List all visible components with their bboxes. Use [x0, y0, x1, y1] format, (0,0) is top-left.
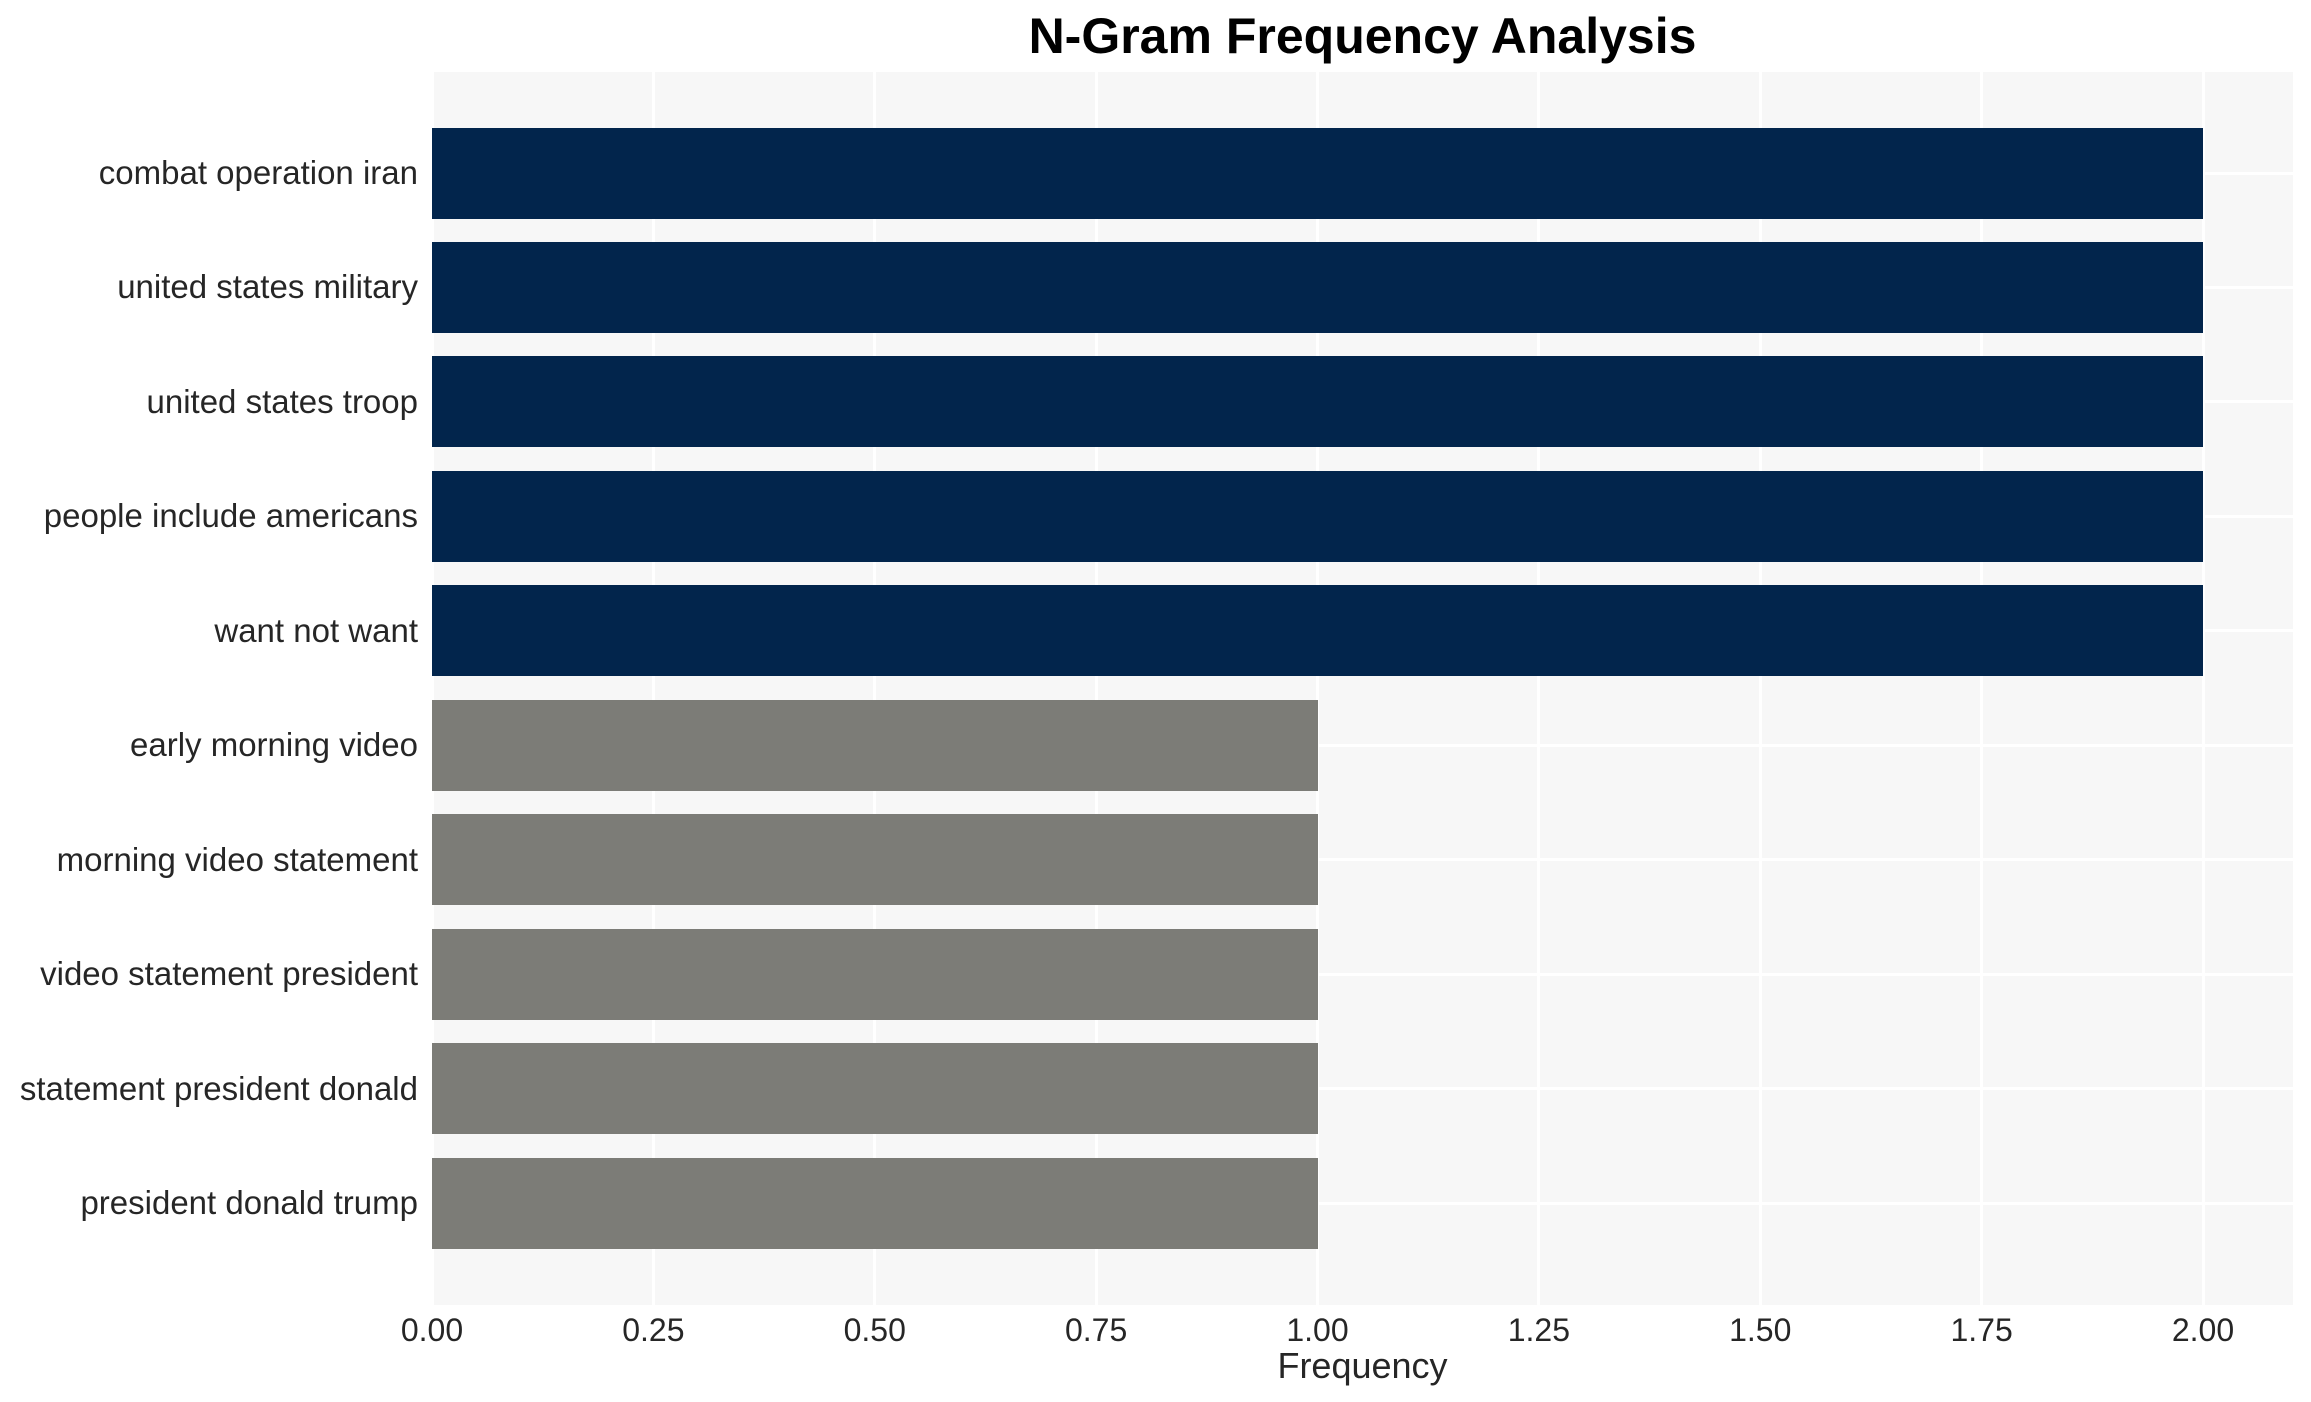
bar	[432, 814, 1318, 906]
y-axis-label: combat operation iran	[98, 154, 418, 191]
x-axis-tick-label: 1.50	[1729, 1312, 1792, 1348]
x-axis-tick-label: 1.00	[1286, 1312, 1349, 1348]
x-axis-tick-label: 2.00	[2171, 1312, 2235, 1348]
x-axis-title: Frequency	[1277, 1345, 1448, 1386]
gridline-horizontal	[432, 1201, 2293, 1205]
gridline-vertical	[1094, 72, 1098, 1305]
y-axis-label: united states military	[117, 268, 418, 306]
bar	[432, 470, 2203, 562]
plot-area	[432, 72, 2293, 1305]
y-axis-label: people include americans	[43, 497, 418, 535]
x-axis-tick-label: 0.00	[400, 1312, 464, 1348]
x-axis-tick-label: 0.75	[1064, 1312, 1128, 1348]
gridline-vertical	[2201, 72, 2205, 1305]
x-axis-tick-label: 1.25	[1507, 1312, 1571, 1348]
y-axis-label: want not want	[214, 611, 418, 649]
chart-title: N-Gram Frequency Analysis	[1028, 8, 1697, 64]
bar	[432, 241, 2203, 333]
gridline-vertical	[1980, 72, 1984, 1305]
gridline-vertical	[1758, 72, 1762, 1305]
y-axis-label: statement president donald	[19, 1069, 418, 1107]
x-axis-tick-label: 0.50	[843, 1312, 906, 1348]
gridline-vertical	[651, 72, 655, 1305]
gridline-vertical	[1316, 72, 1319, 1305]
gridline-horizontal	[432, 858, 2293, 862]
y-axis-label: united states troop	[146, 382, 418, 420]
y-axis-label: president donald trump	[80, 1184, 418, 1222]
x-axis-tick-label: 0.25	[622, 1312, 685, 1348]
gridline-horizontal	[432, 1087, 2293, 1091]
bar	[432, 356, 2203, 448]
bar	[432, 127, 2203, 219]
bar	[432, 699, 1318, 791]
gridline-horizontal	[432, 743, 2293, 747]
bar	[432, 928, 1318, 1020]
bar	[432, 1157, 1318, 1249]
x-axis-tick-label: 1.75	[1950, 1312, 2013, 1348]
y-axis-label: morning video statement	[56, 840, 418, 878]
bar	[432, 585, 2203, 677]
y-axis-label: early morning video	[130, 726, 418, 764]
gridline-vertical	[873, 72, 877, 1305]
gridline-vertical	[1537, 72, 1541, 1305]
bar	[432, 1043, 1318, 1135]
y-axis-label: video statement president	[40, 955, 418, 993]
gridline-horizontal	[432, 972, 2293, 976]
gridline-vertical	[432, 72, 434, 1305]
